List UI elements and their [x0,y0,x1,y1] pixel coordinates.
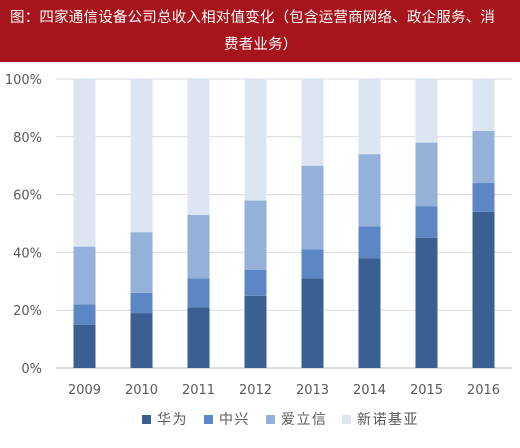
chart-area: 0% 20% 40% 60% 80% 100% 2009 2010 2011 2012 2013 20… [0,62,520,448]
legend-label: 中兴 [219,412,250,428]
bar-segment [244,79,267,201]
bar-segment [358,79,381,155]
x-tick-label: 2014 [353,383,386,398]
figure-title-line-1: 图：四家通信设备公司总收入相对值变化（包含运营商网络、政企服务、消 [10,10,496,26]
stacked-bar-chart: 0% 20% 40% 60% 80% 100% 2009 2010 2011 2012 2013 20… [5,73,512,428]
bar-segment [130,79,153,233]
y-tick-label: 40% [13,246,42,261]
bar-segment [472,183,495,212]
bar-segment [187,278,210,308]
x-tick-label: 2015 [410,383,443,398]
bar-segment [244,269,267,296]
x-tick-label: 2016 [467,383,500,398]
bar-segment [73,324,96,368]
bar-segment [472,211,495,368]
x-tick-label: 2009 [68,383,101,398]
bar-segment [130,232,153,293]
bar-segment [301,278,324,368]
legend-label: 新诺基亚 [357,411,419,428]
legend-swatch [142,415,151,424]
bar-segment [244,295,267,368]
bar-segment [472,79,495,132]
x-tick-label: 2011 [182,383,215,398]
bar-segment [187,307,210,368]
figure-title-line-2: 费者业务） [224,37,298,53]
bar-segment [130,313,153,368]
bar-segment [244,200,267,270]
y-tick-label: 20% [13,304,42,319]
bar-segment [301,165,324,250]
bar-segment [358,154,381,227]
legend-swatch [204,415,213,424]
x-tick-label: 2013 [296,383,329,398]
bar-segment [358,258,381,368]
bar-segment [301,249,324,279]
legend-label: 华为 [157,412,188,428]
bar-segment [358,226,381,259]
x-tick-label: 2010 [125,383,158,398]
bar-segment [73,79,96,247]
bar-segment [73,246,96,305]
y-tick-label: 0% [21,362,42,377]
legend-swatch [342,415,351,424]
bar-segment [472,131,495,184]
bar-segment [130,292,153,314]
figure-title: 图：四家通信设备公司总收入相对值变化（包含运营商网络、政企服务、消 费者业务） [0,0,520,62]
y-tick-label: 100% [5,73,42,88]
bar-segment [73,304,96,325]
x-tick-label: 2012 [239,383,272,398]
y-tick-label: 80% [13,131,42,146]
bar-segment [415,142,438,207]
bar-segment [187,214,210,279]
legend-label: 爱立信 [281,412,328,428]
legend-swatch [266,415,275,424]
bar-segment [415,79,438,143]
bar-segment [301,79,324,166]
bar-segment [415,206,438,238]
y-tick-label: 60% [13,189,42,204]
bar-segment [187,79,210,215]
bar-segment [415,237,438,368]
